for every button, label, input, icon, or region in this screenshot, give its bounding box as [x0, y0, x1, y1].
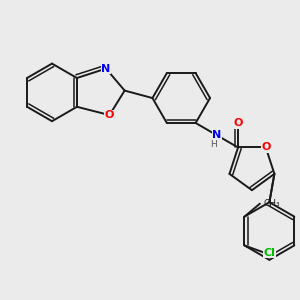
Text: N: N [101, 64, 111, 74]
Text: N: N [212, 130, 221, 140]
Text: CH₃: CH₃ [264, 199, 280, 208]
Text: O: O [233, 118, 243, 128]
Text: O: O [105, 110, 114, 120]
Text: Cl: Cl [264, 248, 275, 258]
Text: H: H [210, 140, 217, 149]
Text: O: O [261, 142, 271, 152]
